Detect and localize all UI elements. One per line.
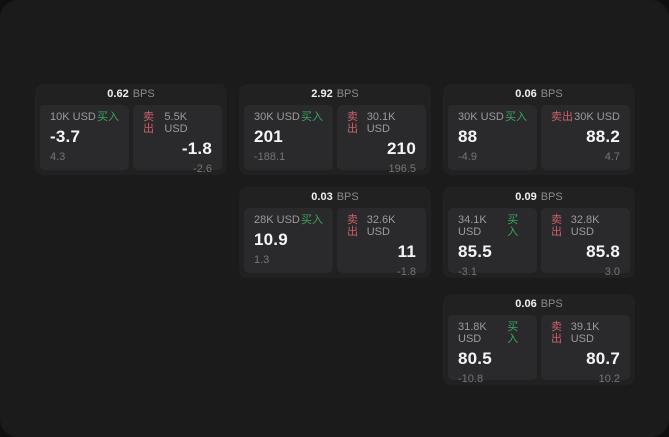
buy-panel[interactable]: 30K USD 买入 201 -188.1 [244, 105, 333, 170]
buy-sub-value: -10.8 [458, 373, 484, 385]
sell-amount: 30K USD [574, 111, 620, 123]
sell-side-label: 卖出 [347, 111, 358, 135]
bps-value: 0.06 [515, 298, 537, 310]
sell-sub-value: 10.2 [598, 373, 620, 385]
quote-card: 0.03 BPS 28K USD 买入 10.9 1.3 卖出 32.6K US… [239, 187, 431, 278]
bps-header: 0.06 BPS [448, 294, 630, 315]
sell-panel[interactable]: 卖出 30K USD 88.2 4.7 [541, 105, 630, 170]
buy-amount: 31.8K USD [458, 321, 487, 345]
sell-sub-value: 196.5 [388, 163, 416, 175]
bps-unit: BPS [132, 88, 155, 100]
buy-panel[interactable]: 34.1K USD 买入 85.5 -3.1 [448, 208, 537, 278]
buy-panel[interactable]: 31.8K USD 买入 80.5 -10.8 [448, 315, 537, 385]
sell-sub-value: 4.7 [604, 151, 620, 163]
buy-side-label: 买入 [301, 214, 323, 226]
sell-amount: 32.8K USD [570, 214, 600, 238]
bps-header: 0.03 BPS [244, 187, 426, 208]
sell-price: 88.2 [586, 127, 620, 146]
sell-side-label: 卖出 [551, 214, 562, 238]
bps-header: 2.92 BPS [244, 84, 426, 105]
sell-side-label: 卖出 [347, 214, 358, 238]
buy-amount: 10K USD [50, 111, 96, 123]
sell-side-label: 卖出 [551, 111, 573, 123]
buy-sub-value: 4.3 [50, 151, 66, 163]
sell-amount: 5.5K USD [164, 111, 188, 135]
buy-side-label: 买入 [505, 111, 527, 123]
sell-price: 85.8 [586, 242, 620, 261]
bps-unit: BPS [336, 88, 359, 100]
buy-side-label: 买入 [507, 321, 519, 345]
sell-panel[interactable]: 卖出 32.6K USD 11 -1.8 [337, 208, 426, 278]
bps-value: 0.09 [515, 191, 537, 203]
bps-value: 0.62 [107, 88, 129, 100]
sell-price: 210 [387, 139, 416, 158]
sell-sub-value: 3.0 [604, 266, 620, 278]
buy-amount: 34.1K USD [458, 214, 487, 238]
quote-card: 0.09 BPS 34.1K USD 买入 85.5 -3.1 卖出 32.8K… [443, 187, 635, 278]
bps-header: 0.06 BPS [448, 84, 630, 105]
sell-side-label: 卖出 [143, 111, 154, 135]
buy-side-label: 买入 [507, 214, 519, 238]
bps-value: 0.06 [515, 88, 537, 100]
sell-panel[interactable]: 卖出 30.1K USD 210 196.5 [337, 105, 426, 175]
sell-price: 11 [397, 242, 416, 261]
buy-side-label: 买入 [97, 111, 119, 123]
buy-price: 85.5 [458, 242, 492, 261]
buy-sub-value: -188.1 [254, 151, 286, 163]
quote-card: 0.06 BPS 31.8K USD 买入 80.5 -10.8 卖出 39.1… [443, 294, 635, 385]
bps-value: 0.03 [311, 191, 333, 203]
bps-header: 0.09 BPS [448, 187, 630, 208]
quote-card: 0.62 BPS 10K USD 买入 -3.7 4.3 卖出 5.5K USD… [35, 84, 227, 175]
buy-price: 201 [254, 127, 283, 146]
sell-panel[interactable]: 卖出 39.1K USD 80.7 10.2 [541, 315, 630, 385]
sell-panel[interactable]: 卖出 5.5K USD -1.8 -2.6 [133, 105, 222, 175]
quote-card: 2.92 BPS 30K USD 买入 201 -188.1 卖出 30.1K … [239, 84, 431, 175]
buy-sub-value: 1.3 [254, 254, 270, 266]
quote-card: 0.06 BPS 30K USD 买入 88 -4.9 卖出 30K USD 8… [443, 84, 635, 175]
buy-panel[interactable]: 30K USD 买入 88 -4.9 [448, 105, 537, 170]
sell-amount: 30.1K USD [366, 111, 396, 135]
buy-price: 80.5 [458, 349, 492, 368]
sell-sub-value: -2.6 [193, 163, 212, 175]
sell-side-label: 卖出 [551, 321, 562, 345]
sell-amount: 32.6K USD [366, 214, 396, 238]
buy-sub-value: -3.1 [458, 266, 477, 278]
buy-sub-value: -4.9 [458, 151, 477, 163]
buy-price: 10.9 [254, 230, 288, 249]
buy-amount: 30K USD [254, 111, 300, 123]
bps-unit: BPS [336, 191, 359, 203]
buy-price: 88 [458, 127, 478, 146]
sell-panel[interactable]: 卖出 32.8K USD 85.8 3.0 [541, 208, 630, 278]
buy-amount: 30K USD [458, 111, 504, 123]
bps-value: 2.92 [311, 88, 333, 100]
bps-unit: BPS [540, 191, 563, 203]
bps-unit: BPS [540, 88, 563, 100]
sell-price: 80.7 [586, 349, 620, 368]
buy-side-label: 买入 [301, 111, 323, 123]
bps-header: 0.62 BPS [40, 84, 222, 105]
sell-price: -1.8 [181, 139, 212, 158]
sell-sub-value: -1.8 [397, 266, 416, 278]
buy-panel[interactable]: 28K USD 买入 10.9 1.3 [244, 208, 333, 273]
buy-amount: 28K USD [254, 214, 300, 226]
sell-amount: 39.1K USD [570, 321, 600, 345]
buy-panel[interactable]: 10K USD 买入 -3.7 4.3 [40, 105, 129, 170]
bps-unit: BPS [540, 298, 563, 310]
buy-price: -3.7 [50, 127, 81, 146]
